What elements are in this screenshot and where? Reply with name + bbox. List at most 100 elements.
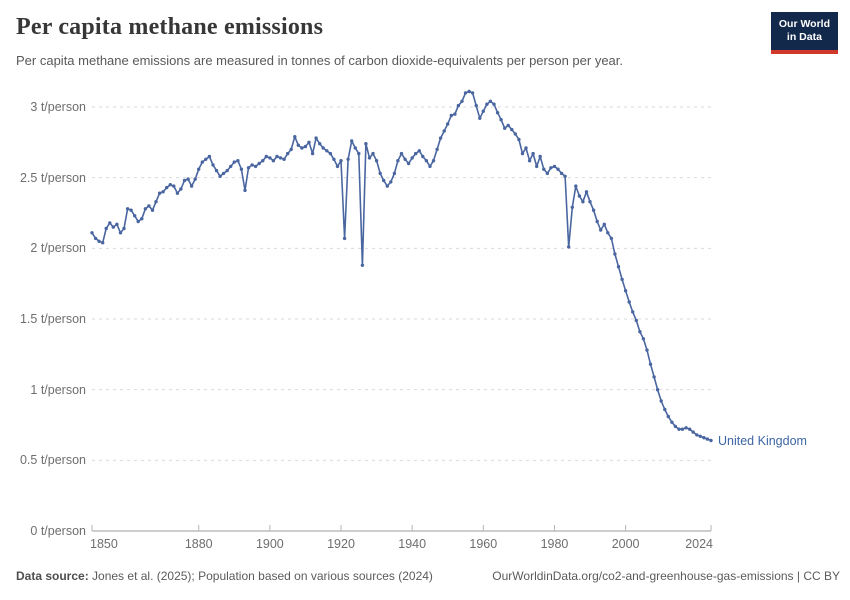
data-point[interactable] — [385, 184, 389, 188]
owid-logo[interactable]: Our World in Data — [770, 12, 838, 54]
data-point[interactable] — [627, 300, 631, 304]
data-point[interactable] — [154, 200, 158, 204]
data-point[interactable] — [595, 219, 599, 224]
data-point[interactable] — [389, 180, 393, 184]
data-point[interactable] — [527, 159, 532, 163]
data-point[interactable] — [346, 157, 350, 161]
data-point[interactable] — [623, 289, 628, 293]
data-point[interactable] — [182, 178, 187, 183]
data-point[interactable] — [136, 219, 140, 224]
data-point[interactable] — [186, 177, 190, 181]
data-point[interactable] — [695, 433, 699, 437]
data-point[interactable] — [367, 156, 372, 160]
data-point[interactable] — [296, 143, 300, 147]
data-point[interactable] — [666, 414, 670, 419]
data-point[interactable] — [424, 159, 429, 163]
data-point[interactable] — [542, 167, 546, 171]
data-point[interactable] — [133, 214, 137, 218]
data-point[interactable] — [399, 151, 404, 156]
data-point[interactable] — [688, 427, 692, 431]
data-point[interactable] — [214, 168, 219, 173]
data-point[interactable] — [189, 184, 194, 188]
data-point[interactable] — [535, 164, 539, 169]
data-point[interactable] — [517, 137, 521, 142]
data-point[interactable] — [559, 171, 564, 176]
data-point[interactable] — [90, 231, 94, 235]
data-point[interactable] — [111, 225, 116, 229]
data-point[interactable] — [342, 236, 347, 241]
data-point[interactable] — [122, 226, 126, 231]
data-point[interactable] — [410, 156, 414, 160]
data-point[interactable] — [165, 185, 169, 190]
data-point[interactable] — [567, 245, 571, 249]
data-point[interactable] — [442, 129, 446, 133]
data-point[interactable] — [641, 337, 646, 341]
data-point[interactable] — [364, 142, 368, 146]
data-point[interactable] — [677, 427, 681, 431]
data-point[interactable] — [264, 154, 268, 159]
data-point[interactable] — [648, 362, 653, 366]
data-point[interactable] — [382, 178, 386, 183]
data-point[interactable] — [446, 122, 450, 126]
data-point[interactable] — [499, 118, 503, 122]
data-point[interactable] — [570, 205, 574, 209]
data-point[interactable] — [698, 434, 702, 438]
data-point[interactable] — [474, 103, 478, 108]
data-point[interactable] — [129, 208, 133, 212]
data-point[interactable] — [481, 109, 485, 113]
data-point[interactable] — [705, 437, 710, 441]
data-point[interactable] — [239, 167, 244, 171]
data-point[interactable] — [232, 160, 236, 164]
data-point[interactable] — [417, 149, 421, 153]
data-point[interactable] — [463, 91, 468, 95]
data-point[interactable] — [147, 204, 151, 208]
data-point[interactable] — [673, 424, 678, 429]
data-point[interactable] — [211, 163, 215, 167]
data-point[interactable] — [620, 277, 624, 282]
data-point[interactable] — [253, 164, 258, 169]
data-point[interactable] — [371, 151, 375, 156]
data-point[interactable] — [663, 407, 667, 412]
data-point[interactable] — [257, 161, 261, 166]
data-point[interactable] — [503, 126, 507, 130]
data-point[interactable] — [328, 151, 333, 156]
data-point[interactable] — [606, 231, 610, 235]
data-point[interactable] — [221, 171, 226, 176]
data-point[interactable] — [200, 160, 204, 164]
data-point[interactable] — [204, 157, 208, 161]
data-point[interactable] — [97, 239, 101, 243]
data-point[interactable] — [670, 420, 674, 424]
data-point[interactable] — [172, 184, 176, 188]
data-point[interactable] — [709, 438, 713, 443]
series-label-united-kingdom[interactable]: United Kingdom — [718, 433, 807, 448]
data-point[interactable] — [403, 157, 407, 161]
data-point[interactable] — [353, 146, 357, 150]
data-point[interactable] — [609, 236, 614, 241]
data-point[interactable] — [524, 146, 528, 150]
data-point[interactable] — [207, 154, 212, 159]
data-point[interactable] — [638, 330, 642, 334]
data-point[interactable] — [684, 426, 688, 430]
data-point[interactable] — [229, 164, 233, 169]
data-point[interactable] — [115, 222, 119, 226]
data-point[interactable] — [357, 151, 361, 156]
data-point[interactable] — [104, 226, 108, 231]
data-point[interactable] — [378, 171, 382, 176]
data-point[interactable] — [428, 164, 432, 169]
data-point[interactable] — [193, 177, 197, 181]
data-point[interactable] — [602, 222, 606, 226]
data-point[interactable] — [307, 140, 311, 144]
data-point[interactable] — [584, 190, 589, 194]
data-point[interactable] — [125, 207, 130, 211]
data-point[interactable] — [655, 388, 660, 392]
owid-license-link[interactable]: OurWorldinData.org/co2-and-greenhouse-ga… — [492, 569, 840, 583]
data-point[interactable] — [478, 116, 482, 121]
data-point[interactable] — [520, 151, 525, 156]
data-point[interactable] — [556, 167, 560, 171]
data-point[interactable] — [414, 151, 418, 156]
data-point[interactable] — [599, 228, 603, 232]
data-point[interactable] — [321, 146, 325, 150]
data-point[interactable] — [449, 113, 453, 118]
data-point[interactable] — [179, 187, 183, 191]
